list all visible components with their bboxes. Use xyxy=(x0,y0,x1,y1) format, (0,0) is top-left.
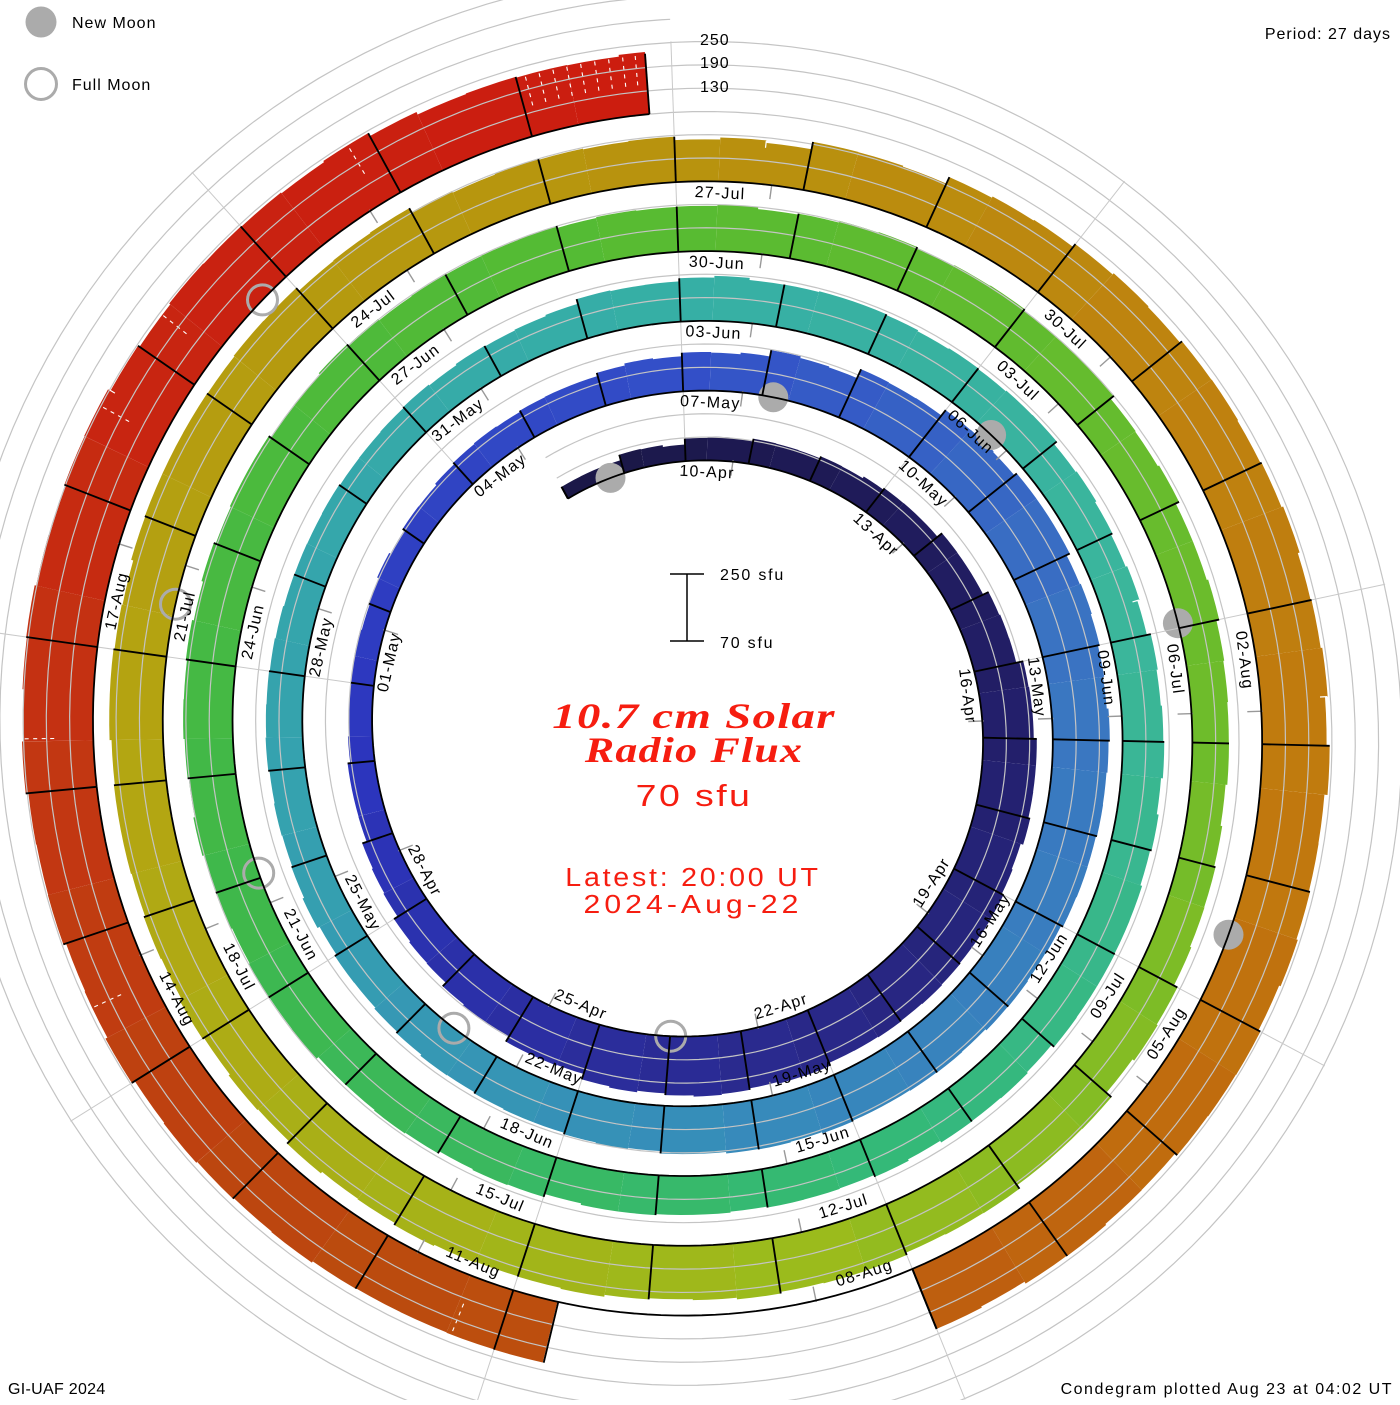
svg-text:Condegram plotted Aug 23 at 04: Condegram plotted Aug 23 at 04:02 UT xyxy=(1061,1381,1393,1398)
svg-text:70 sfu: 70 sfu xyxy=(636,779,753,813)
svg-text:07-May: 07-May xyxy=(680,393,741,413)
svg-text:30-Jun: 30-Jun xyxy=(688,254,745,274)
svg-text:250: 250 xyxy=(700,32,730,49)
svg-text:190: 190 xyxy=(700,55,730,72)
svg-text:250 sfu: 250 sfu xyxy=(720,567,785,584)
svg-text:10-Apr: 10-Apr xyxy=(679,463,735,483)
svg-text:2024-Aug-22: 2024-Aug-22 xyxy=(584,890,803,919)
svg-text:03-Jun: 03-Jun xyxy=(685,323,742,343)
svg-text:Period: 27 days: Period: 27 days xyxy=(1265,26,1391,43)
svg-text:130: 130 xyxy=(700,79,730,96)
svg-text:New Moon: New Moon xyxy=(72,15,156,32)
svg-text:Full Moon: Full Moon xyxy=(72,77,151,94)
svg-text:Radio Flux: Radio Flux xyxy=(584,730,803,770)
svg-text:70 sfu: 70 sfu xyxy=(720,635,774,652)
svg-text:27-Jul: 27-Jul xyxy=(694,184,746,203)
svg-text:GI-UAF 2024: GI-UAF 2024 xyxy=(8,1381,106,1398)
svg-text:Latest: 20:00 UT: Latest: 20:00 UT xyxy=(565,862,820,891)
